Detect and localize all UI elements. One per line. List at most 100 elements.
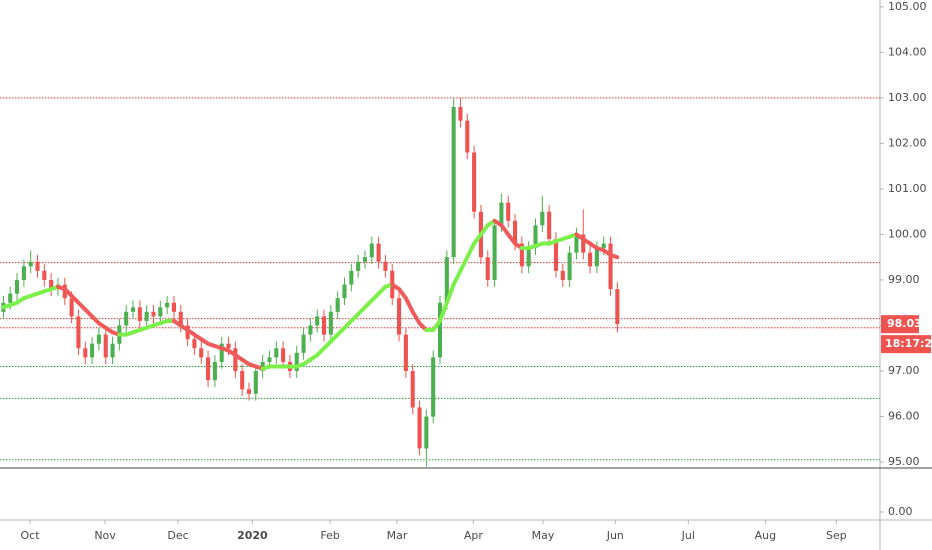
candle-body	[526, 248, 531, 267]
x-tick-label: Aug	[755, 529, 776, 542]
ma-segment	[444, 282, 456, 305]
candle-body	[260, 361, 265, 372]
candle-body	[240, 371, 245, 390]
x-tick-label: Jun	[606, 529, 624, 542]
candle-body	[403, 334, 408, 372]
x-tick-label: 2020	[237, 529, 268, 542]
candle-body	[574, 234, 579, 253]
candle-body	[397, 298, 402, 335]
candle-body	[158, 307, 163, 317]
candle-body	[615, 289, 620, 325]
candle-body	[219, 343, 224, 362]
candle-body	[533, 225, 538, 249]
x-tick-label: Feb	[320, 529, 339, 542]
candle-body	[567, 252, 572, 280]
candle-body	[451, 106, 456, 258]
candle-body	[417, 407, 422, 449]
candle-body	[492, 225, 497, 280]
y-tick-label: 95.00	[888, 455, 920, 468]
candle-body	[588, 252, 593, 267]
candle-body	[519, 243, 524, 267]
x-tick-label: Jul	[681, 529, 695, 542]
candle-body	[335, 298, 340, 312]
lower-pane-tick-label: 0.00	[888, 505, 913, 518]
candle-body	[465, 120, 470, 153]
candle-body	[144, 311, 149, 321]
y-tick-label: 101.00	[888, 182, 927, 195]
candle-body	[233, 348, 238, 372]
ma-segment	[451, 268, 463, 287]
candle-body	[76, 316, 81, 349]
candle-body	[369, 243, 374, 258]
countdown-tag	[881, 335, 931, 354]
ma-segment	[465, 241, 477, 260]
x-tick-label: May	[532, 529, 555, 542]
candle-body	[8, 293, 13, 303]
last-price-tag	[881, 315, 919, 334]
candle-body	[28, 261, 33, 267]
candle-body	[206, 357, 211, 381]
candle-body	[124, 311, 129, 326]
candle-body	[294, 352, 299, 372]
x-tick-label: Nov	[94, 529, 116, 542]
y-tick-label: 105.00	[888, 0, 927, 13]
candle-body	[362, 257, 368, 262]
x-tick-label: Dec	[167, 529, 188, 542]
candle-body	[540, 211, 545, 226]
y-tick-label: 99.00	[888, 273, 920, 286]
x-tick-label: Sep	[826, 529, 847, 542]
y-tick-label: 104.00	[888, 45, 927, 58]
ma-segment	[608, 252, 620, 260]
candle-body	[96, 334, 101, 344]
candle-body	[315, 316, 320, 326]
candle-body	[178, 311, 183, 326]
candle-body	[328, 311, 333, 335]
candle-body	[383, 261, 388, 271]
y-tick-label: 100.00	[888, 227, 927, 240]
y-tick-label: 102.00	[888, 136, 927, 149]
x-tick-label: Mar	[387, 529, 408, 542]
candle-body	[431, 357, 436, 417]
ma-segment	[438, 300, 449, 323]
candle-body	[83, 348, 88, 358]
countdown-label: 18:17:25	[885, 337, 932, 350]
ma-segment	[458, 255, 470, 273]
candle-body	[356, 261, 361, 271]
candle-body	[560, 270, 565, 280]
x-tick-label: Oct	[20, 529, 40, 542]
candle-body	[594, 248, 599, 267]
candle-body	[547, 211, 552, 240]
candle-body	[103, 334, 108, 358]
ma-segment	[403, 296, 415, 314]
candle-body	[342, 284, 347, 299]
y-tick-label: 97.00	[888, 364, 920, 377]
candle-body	[512, 220, 518, 244]
y-tick-label: 96.00	[888, 410, 920, 423]
candle-body	[472, 152, 477, 212]
candle-body	[253, 371, 258, 394]
candle-body	[90, 343, 95, 358]
candle-body	[42, 270, 47, 280]
candle-body	[49, 279, 54, 290]
candle-body	[458, 106, 463, 121]
candle-body	[601, 243, 606, 249]
candle-body	[281, 348, 286, 362]
candle-body	[608, 243, 613, 290]
candle-body	[165, 302, 170, 308]
candle-body	[553, 239, 559, 271]
candle-body	[301, 334, 306, 353]
candle-body	[274, 348, 279, 358]
candle-body	[192, 339, 197, 349]
candle-body	[485, 257, 490, 280]
candle-body	[137, 307, 142, 321]
ma-segment	[410, 309, 422, 326]
candle-body	[267, 357, 272, 362]
candle-body	[424, 416, 429, 449]
candle-body	[506, 202, 511, 221]
y-tick-label: 103.00	[888, 91, 927, 104]
candle-body	[171, 302, 176, 312]
x-tick-label: Apr	[464, 529, 484, 542]
candle-body	[376, 243, 381, 262]
candle-body	[21, 266, 26, 280]
